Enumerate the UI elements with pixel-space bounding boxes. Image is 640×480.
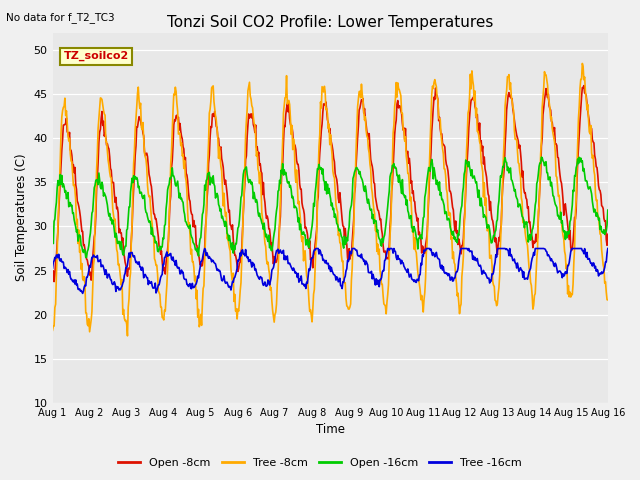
Title: Tonzi Soil CO2 Profile: Lower Temperatures: Tonzi Soil CO2 Profile: Lower Temperatur… bbox=[167, 15, 493, 30]
Tree -8cm bbox=[124, 333, 131, 339]
Open -8cm bbox=[51, 279, 58, 285]
Open -16cm bbox=[82, 254, 90, 260]
Text: TZ_soilco2: TZ_soilco2 bbox=[63, 51, 129, 61]
Open -8cm bbox=[49, 276, 56, 282]
Open -16cm bbox=[604, 207, 612, 213]
Y-axis label: Soil Temperatures (C): Soil Temperatures (C) bbox=[15, 154, 28, 281]
Tree -16cm bbox=[399, 260, 407, 266]
Tree -8cm bbox=[59, 108, 67, 113]
Tree -16cm bbox=[201, 246, 209, 252]
Tree -16cm bbox=[604, 246, 612, 252]
Line: Open -16cm: Open -16cm bbox=[52, 157, 608, 257]
Tree -16cm bbox=[49, 265, 56, 271]
Line: Open -8cm: Open -8cm bbox=[52, 85, 608, 282]
Tree -8cm bbox=[49, 327, 56, 333]
Open -8cm bbox=[604, 231, 612, 237]
Open -8cm bbox=[415, 232, 422, 238]
Tree -8cm bbox=[399, 110, 406, 116]
Tree -8cm bbox=[604, 297, 612, 303]
Open -8cm bbox=[202, 216, 210, 222]
Text: No data for f_T2_TC3: No data for f_T2_TC3 bbox=[6, 12, 115, 23]
Open -8cm bbox=[399, 120, 406, 126]
X-axis label: Time: Time bbox=[316, 423, 345, 436]
Open -8cm bbox=[580, 83, 588, 88]
Tree -8cm bbox=[116, 267, 124, 273]
Tree -16cm bbox=[173, 264, 180, 269]
Open -16cm bbox=[116, 247, 124, 252]
Tree -16cm bbox=[59, 259, 67, 264]
Open -16cm bbox=[202, 178, 210, 183]
Legend: Open -8cm, Tree -8cm, Open -16cm, Tree -16cm: Open -8cm, Tree -8cm, Open -16cm, Tree -… bbox=[113, 453, 527, 472]
Tree -8cm bbox=[202, 213, 210, 219]
Line: Tree -16cm: Tree -16cm bbox=[52, 249, 608, 293]
Tree -8cm bbox=[415, 277, 422, 283]
Tree -8cm bbox=[173, 100, 180, 106]
Open -8cm bbox=[173, 112, 180, 118]
Tree -16cm bbox=[203, 250, 211, 256]
Open -8cm bbox=[60, 122, 67, 128]
Open -16cm bbox=[415, 236, 422, 241]
Tree -16cm bbox=[415, 272, 423, 278]
Line: Tree -8cm: Tree -8cm bbox=[52, 63, 608, 336]
Tree -16cm bbox=[116, 287, 124, 293]
Tree -16cm bbox=[79, 290, 86, 296]
Open -16cm bbox=[173, 181, 180, 187]
Open -16cm bbox=[59, 184, 67, 190]
Open -16cm bbox=[49, 234, 56, 240]
Open -8cm bbox=[116, 230, 124, 236]
Open -16cm bbox=[399, 177, 406, 182]
Tree -8cm bbox=[579, 60, 586, 66]
Open -16cm bbox=[538, 154, 545, 160]
